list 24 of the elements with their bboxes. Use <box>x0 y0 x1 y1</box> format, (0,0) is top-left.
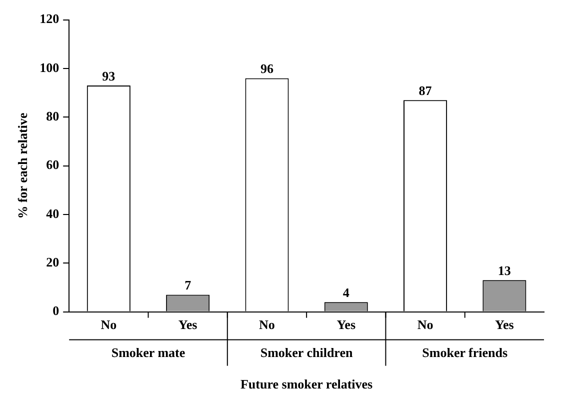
data-label: 4 <box>342 284 350 300</box>
y-tick-label: 20 <box>46 254 60 270</box>
x-tick-label: Yes <box>336 316 356 332</box>
y-tick-label: 80 <box>46 108 60 124</box>
data-label: 13 <box>498 263 512 278</box>
x-tick-label: No <box>100 316 117 332</box>
data-label: 93 <box>102 68 116 84</box>
y-tick-label: 100 <box>40 60 60 75</box>
text: Smoker mate <box>111 345 186 360</box>
y-axis-title: % for each relative <box>15 112 30 219</box>
y-tick-label: 40 <box>46 206 60 221</box>
x-tick-label: Yes <box>495 316 514 332</box>
x-axis-title: Future smoker relatives <box>240 376 373 392</box>
x-tick-label: No <box>417 316 434 332</box>
data-label: 96 <box>260 61 274 76</box>
data-label: 7 <box>184 278 192 293</box>
y-tick-label: 120 <box>40 11 60 26</box>
text: Smoker friends <box>422 345 508 360</box>
x-tick-label: Yes <box>178 316 198 332</box>
y-tick-label: 0 <box>52 303 60 318</box>
y-tick-label: 60 <box>46 157 60 172</box>
data-label: 87 <box>418 82 432 98</box>
x-tick-label: No <box>259 316 275 332</box>
text: Smoker children <box>260 345 354 360</box>
